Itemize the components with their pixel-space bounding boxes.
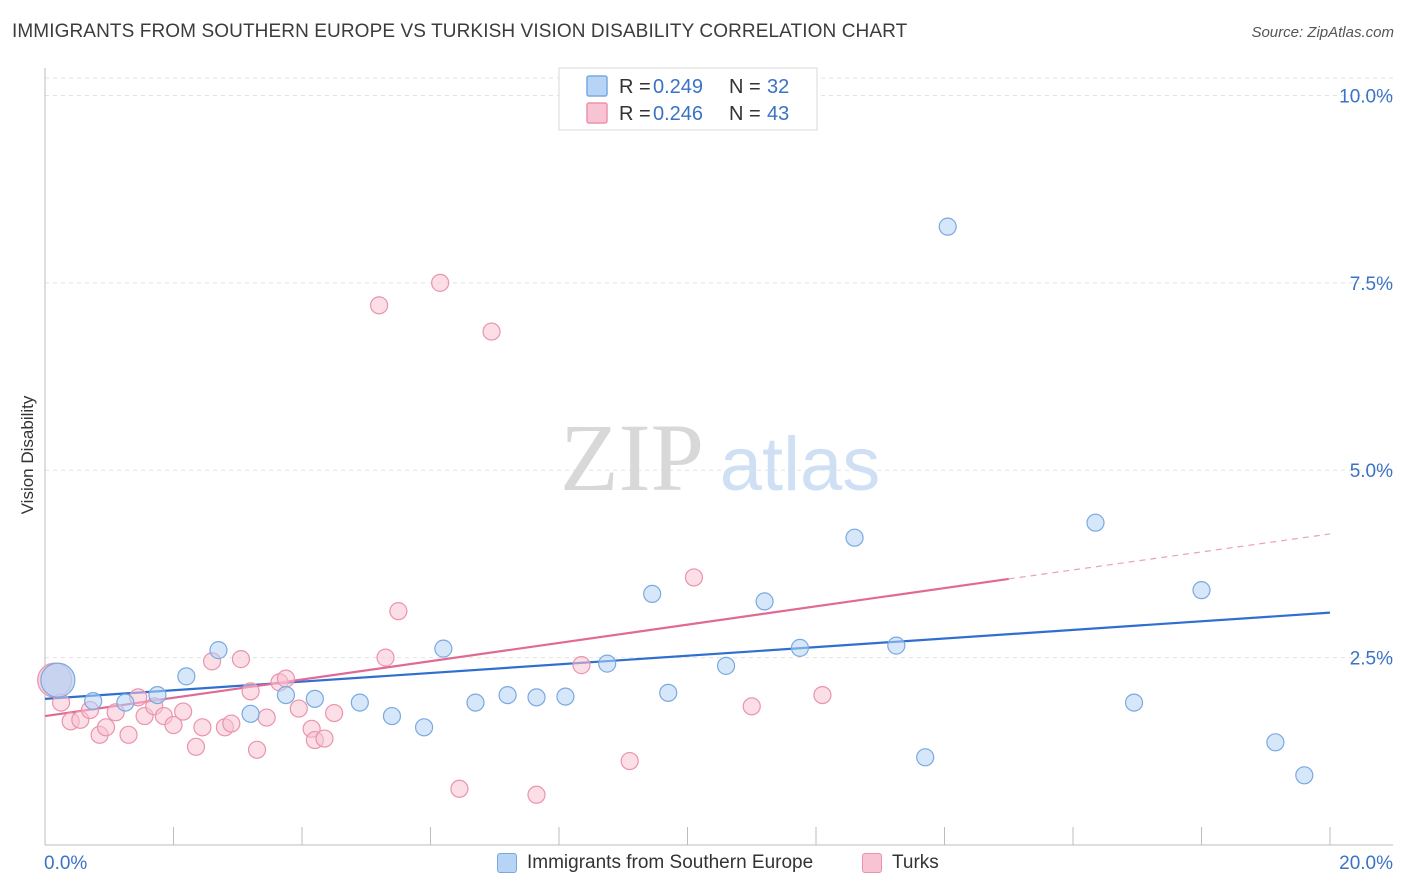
legend-r-value-1: 0.249	[653, 76, 703, 98]
legend-n-value-1: 32	[767, 76, 789, 98]
southern-europe-point-7	[276, 685, 296, 705]
southern-europe-point-25	[916, 748, 935, 767]
southern-europe-point-16	[556, 687, 575, 706]
turks-point-32	[376, 648, 395, 667]
turks-point-22	[247, 740, 267, 759]
turks-point-39	[620, 751, 639, 771]
southern-europe-point-30	[1266, 733, 1285, 752]
turks-point-33	[389, 602, 408, 621]
grid-lines	[45, 77, 1393, 659]
x-tick-label-1: 20.0%	[1339, 853, 1393, 874]
turks-point-41	[742, 697, 761, 716]
southern-europe-point-11	[414, 718, 434, 737]
turks-point-8	[119, 725, 138, 744]
southern-europe-point-19	[659, 683, 678, 702]
legend-n-value-2: 43	[767, 103, 789, 125]
southern-europe-point-17	[598, 654, 617, 673]
y-tick-label-1: 5.0%	[1350, 461, 1393, 482]
chart-source: Source: ZipAtlas.com	[1251, 24, 1394, 41]
southern-europe-point-24	[887, 636, 906, 655]
y-tick-label-3: 10.0%	[1339, 86, 1393, 107]
turks-point-6	[96, 718, 116, 737]
turks-point-42	[813, 685, 832, 705]
southern-europe-point-31	[1295, 766, 1314, 785]
x-tick-label-0: 0.0%	[44, 853, 87, 874]
southern-europe-point-23	[845, 528, 864, 547]
legend-swatch-pink	[586, 102, 608, 124]
southern-europe-point-21	[755, 592, 774, 611]
turks-point-19	[222, 714, 241, 733]
turks-point-40	[684, 568, 704, 587]
southern-europe-point-13	[466, 693, 485, 712]
legend-r-value-2: 0.246	[653, 103, 703, 125]
southern-europe-point-2	[116, 693, 135, 712]
southern-europe-point-27	[1086, 513, 1105, 532]
turks-point-15	[186, 737, 206, 756]
turks-point-36	[482, 322, 501, 341]
y-tick-label-2: 7.5%	[1350, 274, 1393, 295]
turks-point-34	[431, 273, 450, 292]
turks-point-14	[174, 702, 193, 721]
watermark-zip: ZIP	[560, 404, 704, 511]
southern-europe-point-29	[1192, 581, 1211, 600]
chart-title: IMMIGRANTS FROM SOUTHERN EUROPE VS TURKI…	[12, 21, 908, 42]
legend-label-turks: Turks	[892, 852, 939, 873]
legend-swatch-turks	[862, 853, 882, 873]
southern-europe-point-9	[350, 693, 369, 712]
turks-point-29	[315, 729, 334, 748]
turks-point-23	[257, 708, 276, 727]
turks-point-16	[193, 718, 212, 737]
turks-point-35	[450, 779, 469, 798]
southern-europe-point-28	[1124, 693, 1144, 712]
turks-point-37	[527, 785, 546, 804]
southern-europe-point-26	[938, 217, 957, 236]
legend-swatch-blue	[586, 75, 608, 97]
trend-lines	[44, 533, 1331, 718]
y-tick-label-0: 2.5%	[1350, 649, 1393, 670]
legend-label-southern-europe: Immigrants from Southern Europe	[527, 852, 814, 873]
turks-point-25	[276, 669, 296, 688]
legend-n-label-2: N =	[729, 103, 761, 125]
southern-europe-point-1	[84, 691, 103, 711]
legend-swatch-southern-europe	[497, 853, 517, 873]
bottom-legend: Immigrants from Southern Europe Turks	[0, 852, 1406, 878]
southern-europe-point-8	[305, 689, 324, 708]
trend-turks	[44, 577, 1009, 718]
southern-europe-point-6	[241, 704, 260, 723]
turks-point-31	[370, 296, 389, 315]
southern-europe-point-22	[790, 638, 810, 657]
watermark: ZIP atlas	[560, 404, 880, 511]
tick-labels: 2.5% 5.0% 7.5% 10.0% 0.0% 20.0%	[44, 86, 1393, 874]
turks-point-38	[572, 656, 591, 675]
legend-item-turks[interactable]: Turks	[862, 852, 939, 874]
southern-europe-point-5	[209, 641, 228, 660]
legend-r-label-2: R =	[619, 103, 651, 125]
southern-europe-point-10	[382, 706, 402, 726]
southern-europe-point-15	[527, 688, 546, 707]
data-points	[37, 217, 1314, 804]
southern-europe-point-18	[643, 584, 662, 604]
legend-n-label-1: N =	[729, 76, 761, 98]
southern-europe-point-4	[177, 667, 196, 686]
southern-europe-point-3	[148, 685, 167, 705]
southern-europe-point-12	[434, 639, 453, 658]
southern-europe-point-0	[40, 662, 76, 698]
southern-europe-point-14	[498, 685, 517, 705]
turks-point-20	[231, 650, 251, 669]
trend-turks-extrapolated	[1008, 533, 1331, 580]
southern-europe-point-20	[716, 656, 736, 675]
turks-point-26	[289, 699, 308, 718]
watermark-atlas: atlas	[720, 422, 881, 507]
turks-point-13	[164, 715, 183, 735]
turks-point-30	[325, 703, 344, 723]
legend-top: R = 0.249 N = 32 R = 0.246 N = 43	[558, 67, 818, 131]
legend-r-label-1: R =	[619, 76, 651, 98]
trend-southern-europe	[44, 611, 1331, 700]
turks-point-21	[241, 682, 260, 701]
legend-item-southern-europe[interactable]: Immigrants from Southern Europe	[497, 852, 813, 874]
